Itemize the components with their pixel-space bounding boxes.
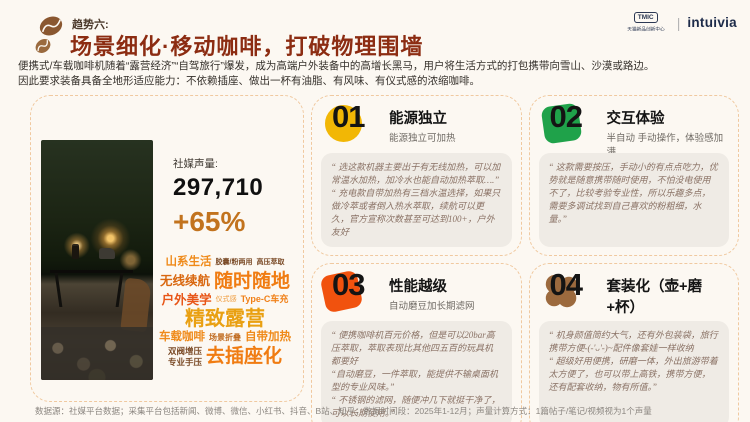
section-header: 01 能源独立 能源独立可加热: [321, 99, 512, 148]
cloud-row: 精致露营: [185, 309, 265, 329]
tmic-badge: TMIC: [633, 12, 658, 23]
section-performance: 03 性能越级 自动磨豆加长期滤网 “ 便携咖啡机百元价格，但是可以20bar高…: [311, 263, 522, 422]
feature-sections: 01 能源独立 能源独立可加热 “ 选这款机器主要出于有无线加热，可以加常温水加…: [311, 95, 739, 422]
keyword: 精致露营: [185, 308, 265, 330]
section-interaction: 02 交互体验 半自动 手动操作，体验感加满 “ 这款需要按压，手动小的有点点吃…: [528, 95, 739, 256]
consumer-quote: “ 这款需要按压，手动小的有点点吃力，优势就是随意携带随时使用，不怕没电使用不了…: [538, 153, 729, 247]
section-subtitle: 半自动 手动操作，体验感加满: [606, 133, 724, 158]
kettle-silhouette: [99, 248, 116, 259]
keyword: 随时随地: [214, 270, 291, 292]
cloud-row: 车载咖啡 场景折叠 自带加热: [159, 331, 291, 344]
yellow-circle-shape: [325, 105, 362, 142]
section-number: 03: [332, 267, 365, 302]
page-title: 场景细化·移动咖啡，打破物理围墙: [70, 34, 424, 59]
keyword: 自带加热: [245, 331, 291, 343]
cloud-column: 双阀增压 专业手压: [167, 345, 202, 367]
consumer-quote: “ 便携咖啡机百元价格，但是可以20bar高压萃取，萃取表现比其他四五百的玩具机…: [321, 321, 512, 422]
keyword: 无线续航: [159, 273, 210, 288]
buzz-value: 297,710: [173, 174, 264, 201]
trend-label: 趋势六:: [72, 19, 109, 31]
section-title: 性能越级: [389, 279, 447, 295]
number-badge: 02: [539, 99, 603, 148]
number-badge: 04: [539, 267, 603, 316]
keyword: 专业手压: [167, 357, 202, 367]
intuivia-logo: intuivia: [687, 15, 737, 30]
brown-clover-shape: [545, 274, 577, 308]
tmic-subtext: 天猫新品创新中心: [626, 27, 665, 33]
keyword: 山系生活: [165, 256, 212, 268]
keyword: 车载咖啡: [159, 331, 205, 343]
number-badge: 01: [321, 99, 385, 148]
section-title: 交互体验: [606, 111, 665, 127]
section-energy: 01 能源独立 能源独立可加热 “ 选这款机器主要出于有无线加热，可以加常温水加…: [311, 95, 522, 256]
buzz-label: 社媒声量:: [173, 158, 218, 170]
intro-line-1: 便携式/车载咖啡机随着“露营经济”“自驾旅行”爆发，成为高端户外装备中的高增长黑…: [18, 60, 655, 72]
section-number: 01: [332, 99, 365, 134]
keyword: 去插座化: [206, 346, 283, 367]
cloud-row: 双阀增压 专业手压 去插座化: [167, 345, 283, 367]
keyword: 高压萃取: [256, 259, 285, 267]
section-titles: 交互体验 半自动 手动操作，体验感加满: [607, 107, 730, 158]
camping-photo: [41, 140, 153, 380]
header-logos: TMIC 天猫新品创新中心 | intuivia: [622, 12, 737, 33]
cloud-row: 无线续航 随时随地: [160, 272, 290, 291]
keyword: 户外美学: [161, 292, 212, 307]
section-subtitle: 自动磨豆加长期滤网: [389, 301, 475, 312]
section-titles: 能源独立 能源独立可加热: [389, 107, 456, 144]
lamp-silhouette: [72, 245, 80, 259]
section-subtitle: 能源独立可加热: [389, 133, 456, 144]
buzz-growth: +65%: [173, 206, 246, 237]
social-buzz-panel: 社媒声量: 297,710 +65% 山系生活 胶囊/粉两用 高压萃取 无线续航…: [30, 95, 304, 402]
rocks-texture: [41, 327, 153, 380]
keyword: 双阀增压: [167, 345, 202, 356]
data-source-note: 数据源：社媒平台数据；采集平台包括新闻、微博、微信、小红书、抖音、B站、知乎；数…: [35, 406, 652, 416]
consumer-quote: “ 选这款机器主要出于有无线加热，可以加常温水加热，加冷水也能自动加热萃取….”…: [321, 153, 512, 247]
section-title: 能源独立: [389, 111, 447, 127]
section-number: 04: [549, 267, 583, 302]
section-titles: 性能越级 自动磨豆加长期滤网: [389, 275, 475, 312]
keyword: Type-C车充: [240, 294, 289, 305]
chair-silhouette: [119, 277, 152, 333]
table-silhouette: [49, 269, 133, 273]
section-header: 02 交互体验 半自动 手动操作，体验感加满: [539, 99, 730, 158]
intro-line-2: 因此要求装备具备全地形适应能力：不依赖插座、做出一杯有油脂、有风味、有仪式感的浓…: [18, 74, 480, 87]
section-header: 04 套装化（壶+磨+杯） 全套装备，全场景适用: [539, 267, 730, 333]
section-bundle: 04 套装化（壶+磨+杯） 全套装备，全场景适用 “ 机身颜值简约大气，还有外包…: [528, 263, 739, 422]
number-badge: 03: [319, 267, 385, 316]
logo-divider: |: [676, 14, 681, 31]
tmic-logo: TMIC 天猫新品创新中心: [622, 12, 670, 33]
cloud-row: 户外美学 仪式感 Type-C车充: [161, 292, 289, 307]
coffee-beans-icon: [35, 16, 63, 53]
section-header: 03 性能越级 自动磨豆加长期滤网: [319, 267, 512, 316]
section-title: 套装化（壶+磨+杯）: [606, 279, 702, 316]
section-number: 02: [549, 99, 583, 134]
social-buzz-stats: 社媒声量: 297,710 +65%: [173, 156, 263, 238]
keyword: 胶囊/粉两用: [215, 259, 253, 267]
keyword: 仪式感: [215, 296, 237, 304]
intro-text: 便携式/车载咖啡机随着“露营经济”“自驾旅行”爆发，成为高端户外装备中的高增长黑…: [18, 59, 733, 88]
consumer-quote: “ 机身颜值简约大气，还有外包装袋，旅行携带方便-(-'ᴗ'-)~配件像套娃一样…: [538, 321, 729, 422]
keyword: 场景折叠: [209, 332, 241, 342]
keyword-cloud: 山系生活 胶囊/粉两用 高压萃取 无线续航 随时随地 户外美学 仪式感 Type…: [149, 254, 301, 367]
cloud-row: 山系生活 胶囊/粉两用 高压萃取: [165, 256, 285, 269]
